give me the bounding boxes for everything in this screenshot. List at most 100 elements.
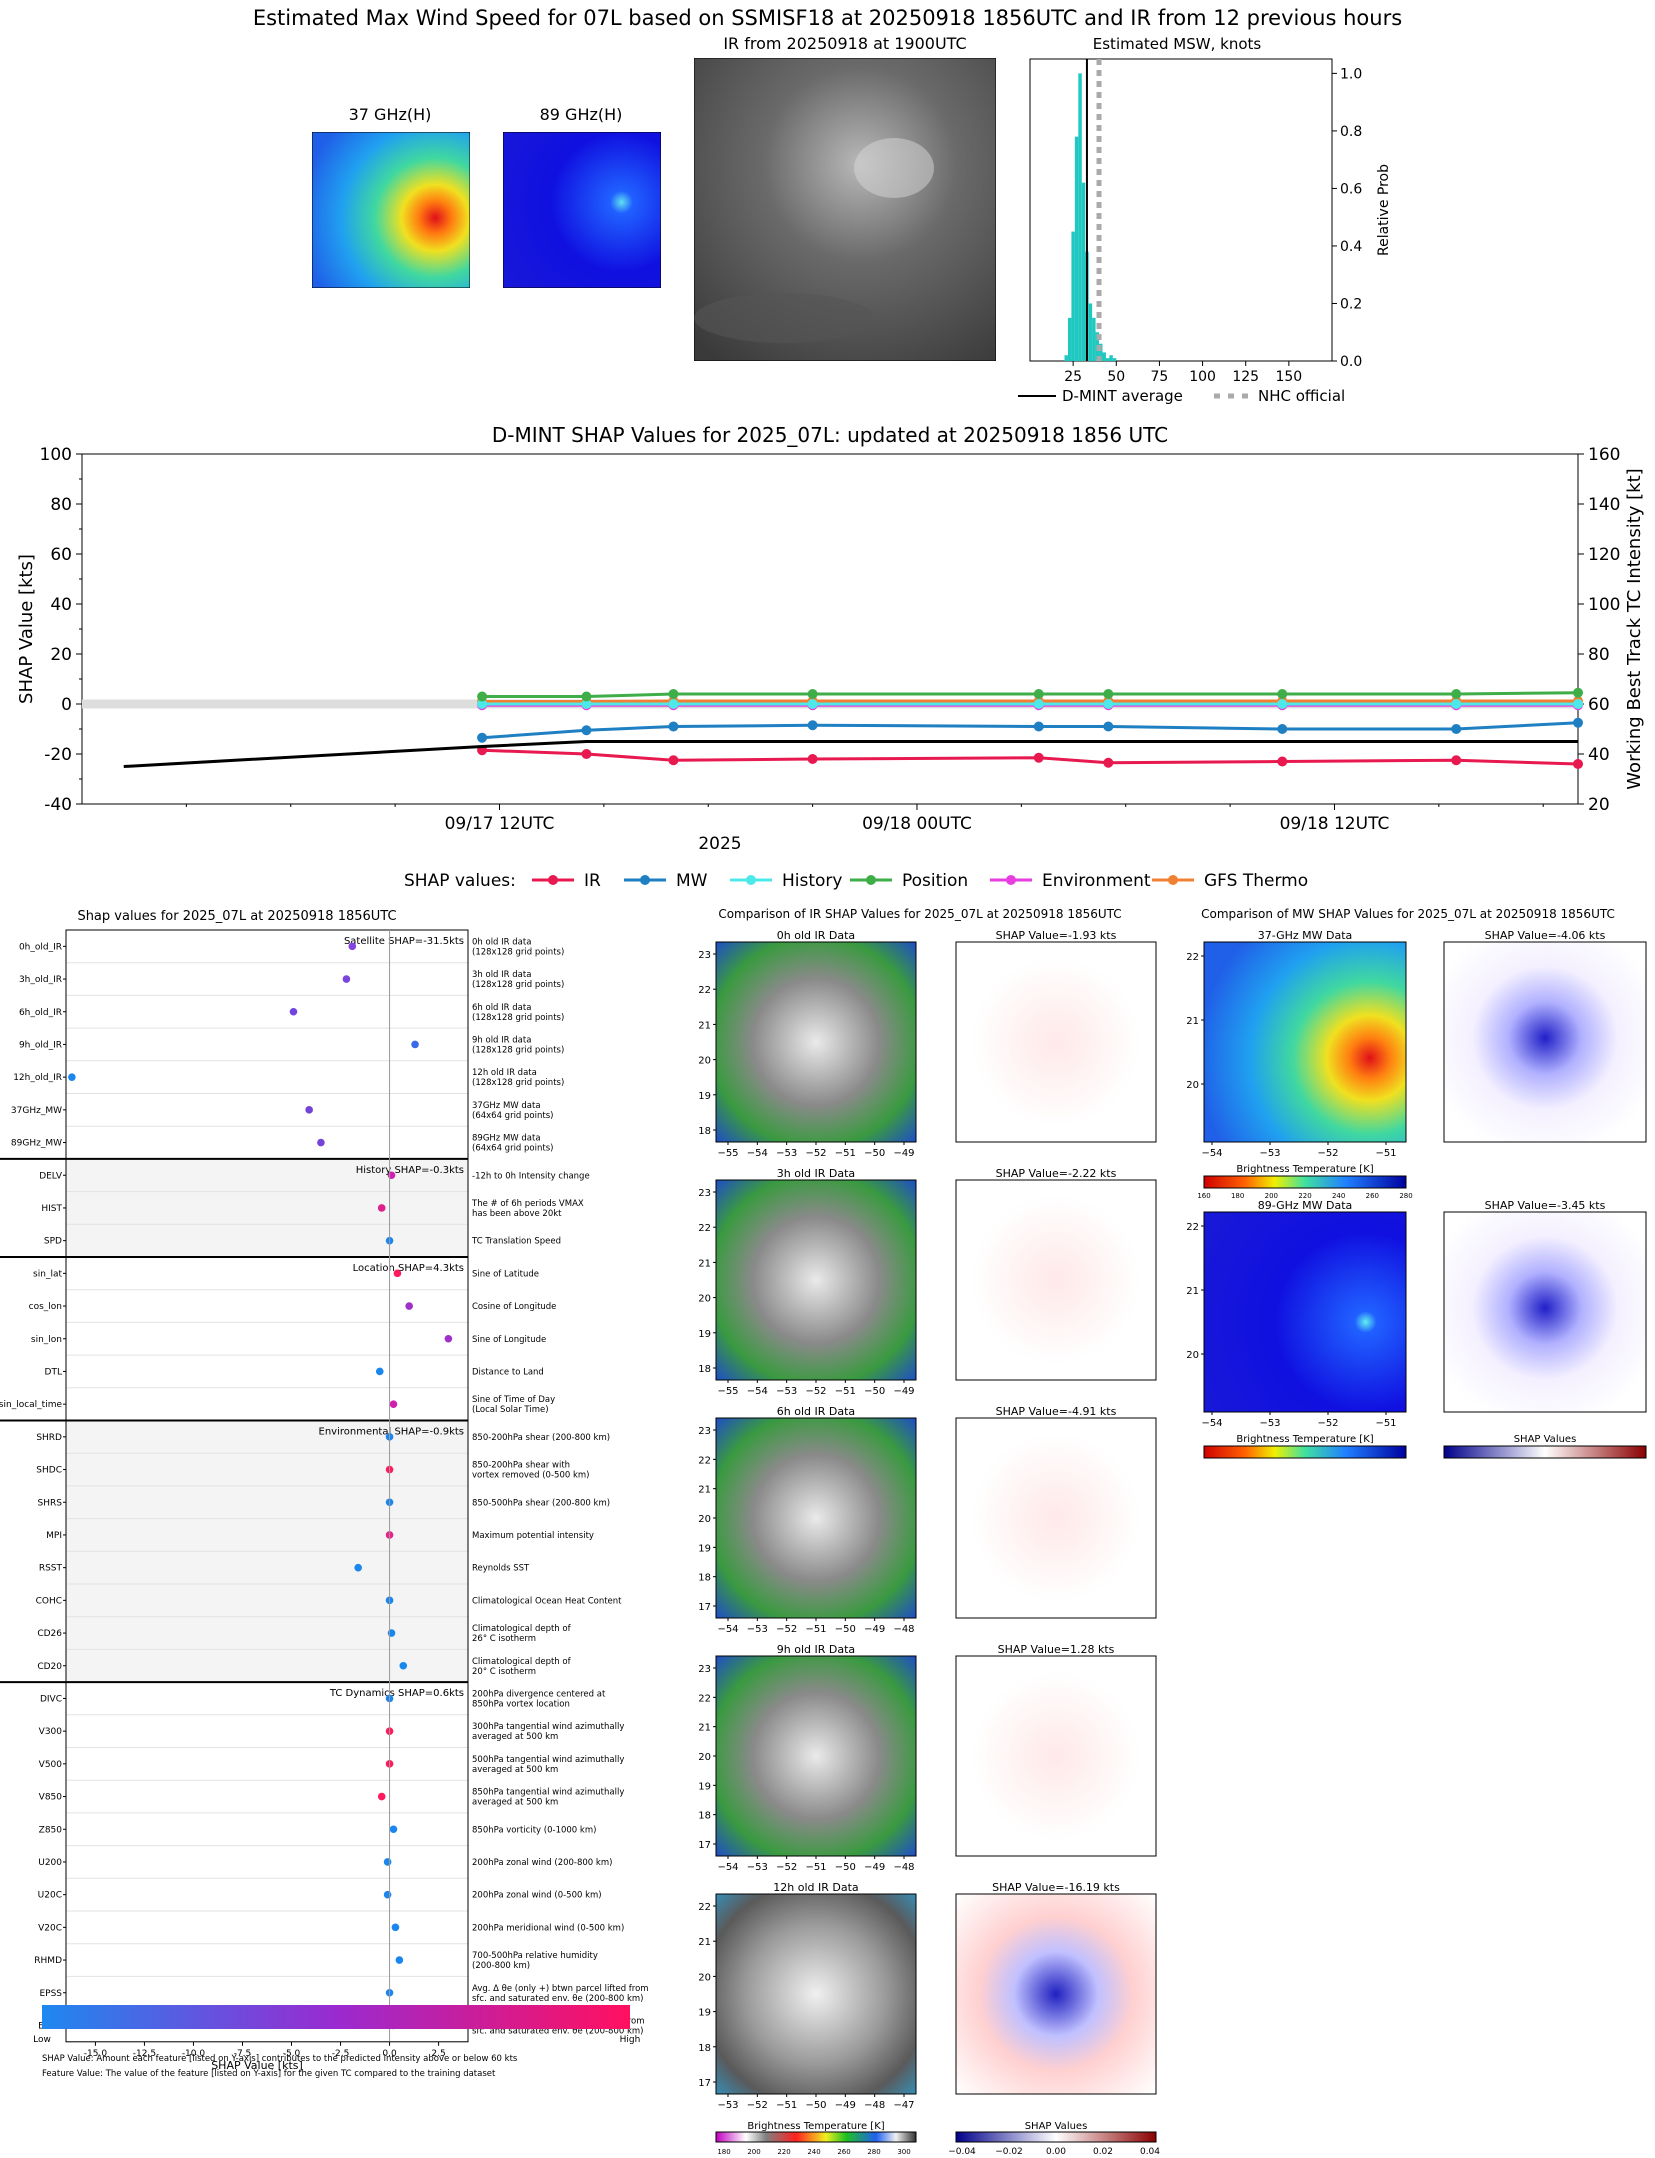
feature-name: sin_local_time <box>0 1400 62 1410</box>
cbar-low: Low <box>33 2035 51 2045</box>
ir-ytick-label: 20 <box>698 1972 711 1983</box>
panel-37-title: 37 GHz(H) <box>348 105 432 124</box>
mw-ytick-label: 21 <box>1186 1016 1199 1027</box>
ts-ytick-label: 100 <box>40 445 72 465</box>
hist-ytick-label: 1.0 <box>1340 66 1362 82</box>
mw-compare-title: Comparison of MW SHAP Values for 2025_07… <box>1201 907 1615 921</box>
ir-shap-image <box>955 1179 1157 1381</box>
ir-xtick-label: −49 <box>893 1386 914 1397</box>
series-line-gfs-thermo <box>482 699 1578 703</box>
ir-img-title: 12h old IR Data <box>773 1881 858 1894</box>
feature-name: V300 <box>39 1727 63 1737</box>
series-point <box>1033 721 1044 732</box>
legend-marker <box>866 875 876 885</box>
ir-ytick-label: 19 <box>698 1329 711 1340</box>
ir-shap-tick: 0.00 <box>1046 2147 1066 2157</box>
feature-name: CD26 <box>37 1629 62 1639</box>
feature-desc: Avg. Δ θe (only +) btwn parcel lifted fr… <box>472 1984 649 1994</box>
legend-tc-label: TC Intensity <box>809 897 911 898</box>
feature-name: 89GHz_MW <box>11 1139 62 1149</box>
hist-bar <box>1112 358 1117 361</box>
ir-ytick-label: 17 <box>698 2078 711 2089</box>
ir-xtick-label: −54 <box>747 1148 768 1159</box>
feature-name: SHDC <box>36 1466 62 1476</box>
ts-ytick-label: 80 <box>50 495 72 515</box>
hist-ylabel: Relative Prob <box>1376 164 1390 256</box>
ir-ytick-label: 22 <box>698 1902 711 1913</box>
ts-frame <box>81 453 1579 805</box>
feature-name: EPSS <box>39 1989 62 1999</box>
ir-ytick-label: 20 <box>698 1752 711 1763</box>
feature-dot <box>377 1204 386 1212</box>
feature-dot <box>289 1007 298 1016</box>
ir-xtick-label: −52 <box>747 2100 768 2111</box>
feat-frame <box>65 929 469 2043</box>
series-point <box>1573 687 1583 698</box>
mw-bt-tick: 180 <box>1231 1192 1244 1200</box>
ir-shap-title: SHAP Value=-1.93 kts <box>996 929 1117 942</box>
mw-xtick-label: −51 <box>1375 1148 1396 1159</box>
ir-shap-tick: 0.04 <box>1140 2147 1160 2157</box>
ir-bt-tick: 180 <box>717 2148 730 2156</box>
ir-xtick-label: −50 <box>864 1386 885 1397</box>
feature-name: V500 <box>39 1760 63 1770</box>
ir-xtick-label: −55 <box>717 1386 738 1397</box>
feature-name: 12h_old_IR <box>13 1073 62 1083</box>
feature-desc: 700-500hPa relative humidity <box>472 1951 598 1961</box>
mw-bt-tick: 160 <box>1197 1192 1210 1200</box>
feature-desc: 6h old IR data <box>472 1003 531 1013</box>
feature-desc: -12h to 0h Intensity change <box>472 1171 590 1181</box>
ir-shap-label: SHAP Values <box>1025 2121 1088 2132</box>
shap-timeseries: D-MINT SHAP Values for 2025_07L: updated… <box>16 423 1645 898</box>
series-point <box>477 732 488 743</box>
feature-name: DTL <box>45 1367 62 1377</box>
series-point <box>1277 689 1288 699</box>
feature-desc: 12h old IR data <box>472 1068 537 1078</box>
series-point <box>807 720 818 731</box>
mw-xtick-label: −53 <box>1259 1148 1280 1159</box>
ir-xtick-label: −50 <box>864 1148 885 1159</box>
series-point <box>1451 699 1462 709</box>
feature-name: U20C <box>38 1891 62 1901</box>
ir-bt-tick: 220 <box>777 2148 790 2156</box>
ir-ytick-label: 20 <box>698 1056 711 1067</box>
msw-histogram: 25 50 75 100 125 150 0.0 0.2 0.4 0.6 0.8 1.0 Relativ… <box>1018 58 1390 405</box>
mw-bt-colorbar <box>1203 1445 1407 1459</box>
hist-ytick-label: 0.0 <box>1340 354 1362 370</box>
feature-desc: averaged at 500 km <box>472 1765 558 1775</box>
series-line-mw <box>481 721 1579 740</box>
hist-bar <box>1064 355 1068 361</box>
ir-xtick-label: −51 <box>835 1386 856 1397</box>
series-point <box>668 699 679 709</box>
mw-img-title: 89-GHz MW Data <box>1258 1199 1353 1212</box>
mw-image <box>1203 1211 1407 1413</box>
feature-dot <box>393 1269 402 1278</box>
series-point <box>581 749 592 759</box>
ts-y2tick-label: 120 <box>1588 545 1620 565</box>
feature-name: DIVC <box>40 1694 62 1704</box>
feature-desc: 850hPa vorticity (0-1000 km) <box>472 1825 596 1835</box>
series-point <box>477 691 488 702</box>
hist-xtick-label: 25 <box>1064 369 1082 385</box>
ir-compare-title: Comparison of IR SHAP Values for 2025_07… <box>718 907 1121 921</box>
feature-desc: 3h old IR data <box>472 970 531 980</box>
ir-ytick-label: 19 <box>698 1543 711 1554</box>
ts-xlabel: 2025 <box>698 834 741 854</box>
feature-name: 3h_old_IR <box>19 975 62 985</box>
ir-bt-label: Brightness Temperature [K] <box>747 2121 884 2132</box>
feature-desc: 20° C isotherm <box>472 1667 536 1677</box>
footnote-2: Feature Value: The value of the feature … <box>42 2069 496 2079</box>
hist-bar <box>1088 303 1093 361</box>
mw-bt-tick: 200 <box>1265 1192 1278 1200</box>
feature-name: RSST <box>39 1564 63 1574</box>
ir-ytick-label: 18 <box>698 1573 711 1584</box>
feature-desc: 200hPa zonal wind (200-800 km) <box>472 1858 612 1868</box>
ir-image <box>715 1655 917 1857</box>
ir-shap-tick: −0.04 <box>948 2147 976 2157</box>
ir-shap-image <box>955 1893 1157 2095</box>
feature-desc: 850-200hPa shear with <box>472 1461 570 1471</box>
ir-shap-title: SHAP Value=-4.91 kts <box>996 1405 1117 1418</box>
feature-desc: Cosine of Longitude <box>472 1302 556 1312</box>
series-point <box>1573 759 1583 769</box>
feature-name: RHMD <box>34 1956 62 1966</box>
